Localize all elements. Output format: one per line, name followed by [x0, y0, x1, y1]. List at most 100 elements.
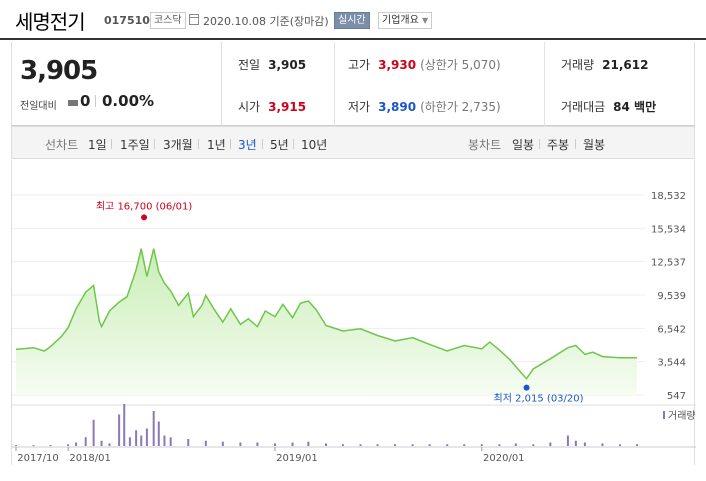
volume-bar [15, 445, 17, 447]
volume-bar [157, 421, 160, 446]
volume-label: 거래량 [561, 58, 595, 72]
period-10y[interactable]: 10년 [301, 138, 328, 152]
line-chart-label: 선차트 [45, 138, 79, 152]
lower-limit: (하한가 2,735) [420, 100, 501, 114]
period-1y[interactable]: 1년 [207, 138, 226, 152]
volume-bar [239, 442, 242, 446]
realtime-button[interactable]: 실시간 [334, 12, 370, 29]
candle-monthly[interactable]: 월봉 [583, 138, 606, 152]
volume-bar [49, 445, 52, 447]
x-tick-label: 2019/01 [276, 453, 318, 464]
volume-bar [480, 444, 483, 446]
volume-bar [221, 441, 224, 446]
low-value: 3,890 [378, 100, 417, 114]
candle-daily[interactable]: 일봉 [512, 138, 535, 152]
calendar-icon [189, 14, 199, 25]
volume-bar [123, 404, 126, 446]
no-change-icon [68, 100, 78, 106]
volume-bar [411, 444, 414, 446]
volume-bar [75, 442, 78, 446]
divider [154, 139, 155, 149]
volume-bar [636, 444, 639, 446]
volume-legend-label: 거래량 [668, 410, 696, 422]
volume-bar [128, 437, 131, 446]
low-price: 저가 3,890 (하한가 2,735) [348, 98, 501, 115]
volume-bar [273, 443, 276, 446]
volume-bar [394, 444, 397, 446]
volume-bar [341, 444, 344, 446]
company-overview-dropdown[interactable]: 기업개요 ▼ [378, 12, 433, 29]
volume-bar [187, 439, 190, 446]
low-label: 저가 [348, 100, 371, 114]
y-tick-label: 18,532 [651, 191, 686, 202]
volume-bar [100, 440, 103, 446]
candle-chart-label: 봉차트 [468, 138, 502, 152]
volume-bar [532, 444, 535, 446]
price-box: 3,905 전일대비 0 0.00% [12, 42, 222, 126]
volume-bar [583, 442, 586, 446]
divider [230, 139, 231, 149]
change-value: 0 [80, 92, 91, 110]
volume-value: 21,612 [602, 58, 649, 72]
period-5y[interactable]: 5년 [270, 138, 289, 152]
divider [198, 139, 199, 149]
chevron-down-icon: ▼ [422, 16, 429, 25]
change-percent: 0.00% [102, 92, 155, 110]
chart-period-bar: 선차트 1일 1주일 3개월 1년 3년 5년 10년 봉차트 일봉 주봉 월봉 [11, 126, 695, 159]
y-tick-label: 547 [667, 391, 686, 402]
change-label: 전일대비 [20, 101, 57, 112]
volume-bar [514, 443, 517, 446]
divider [262, 139, 263, 149]
stock-code: 017510 [104, 14, 150, 27]
volume-bar [256, 442, 259, 446]
period-3y[interactable]: 3년 [238, 138, 257, 152]
high-label: 고가 [348, 58, 371, 72]
candle-weekly[interactable]: 주봉 [547, 138, 570, 152]
stock-header: 세명전기 017510 코스닥 2020.10.08 기준(장마감) 실시간 기… [0, 0, 706, 40]
high-price: 고가 3,930 (상한가 5,070) [348, 56, 501, 73]
open-price: 시가 3,915 [238, 98, 306, 115]
volume-bar [601, 443, 604, 446]
period-3m[interactable]: 3개월 [163, 138, 193, 152]
divider [544, 42, 545, 126]
y-tick-label: 9,539 [657, 291, 686, 302]
volume-bar [92, 419, 95, 446]
volume-bar [32, 445, 35, 447]
prev-close-label: 전일 [238, 58, 261, 72]
volume-bar [135, 430, 138, 446]
amount-label: 거래대금 [561, 100, 606, 114]
volume-bar [324, 443, 327, 446]
price-chart[interactable]: 18,532 15,534 12,537 9,539 6,542 3,544 547 최고 1… [11, 160, 696, 465]
amount-value: 84 백만 [613, 100, 657, 114]
y-tick-label: 15,534 [651, 224, 686, 235]
volume-bar [574, 440, 577, 446]
x-tick-label: 2017/10 [17, 453, 59, 464]
price-chart-svg[interactable]: 18,532 15,534 12,537 9,539 6,542 3,544 547 최고 1… [12, 160, 696, 465]
divider [293, 139, 294, 149]
volume-bar [163, 435, 166, 446]
current-price: 3,905 [20, 56, 98, 86]
max-price-label: 최고 16,700 (06/01) [96, 200, 192, 212]
volume-bar [619, 444, 622, 446]
volume-bar [498, 444, 501, 446]
volume-bar [359, 444, 362, 446]
divider [95, 95, 96, 107]
prev-close-value: 3,905 [268, 58, 307, 72]
y-tick-label: 6,542 [657, 324, 686, 335]
volume-bar [307, 441, 310, 446]
divider [334, 42, 335, 126]
volume: 거래량 21,612 [561, 56, 648, 73]
period-1d[interactable]: 1일 [88, 138, 107, 152]
volume-bar [446, 444, 449, 446]
x-tick-label: 2018/01 [69, 453, 111, 464]
open-value: 3,915 [268, 100, 307, 114]
upper-limit: (상한가 5,070) [420, 58, 501, 72]
volume-bar [428, 444, 431, 446]
prev-close: 전일 3,905 [238, 56, 306, 73]
volume-bar [145, 428, 148, 446]
volume-bar [118, 414, 121, 446]
period-1w[interactable]: 1주일 [120, 138, 150, 152]
volume-legend-swatch [663, 411, 665, 419]
divider [575, 139, 576, 149]
min-price-label: 최저 2,015 (03/20) [494, 393, 584, 405]
